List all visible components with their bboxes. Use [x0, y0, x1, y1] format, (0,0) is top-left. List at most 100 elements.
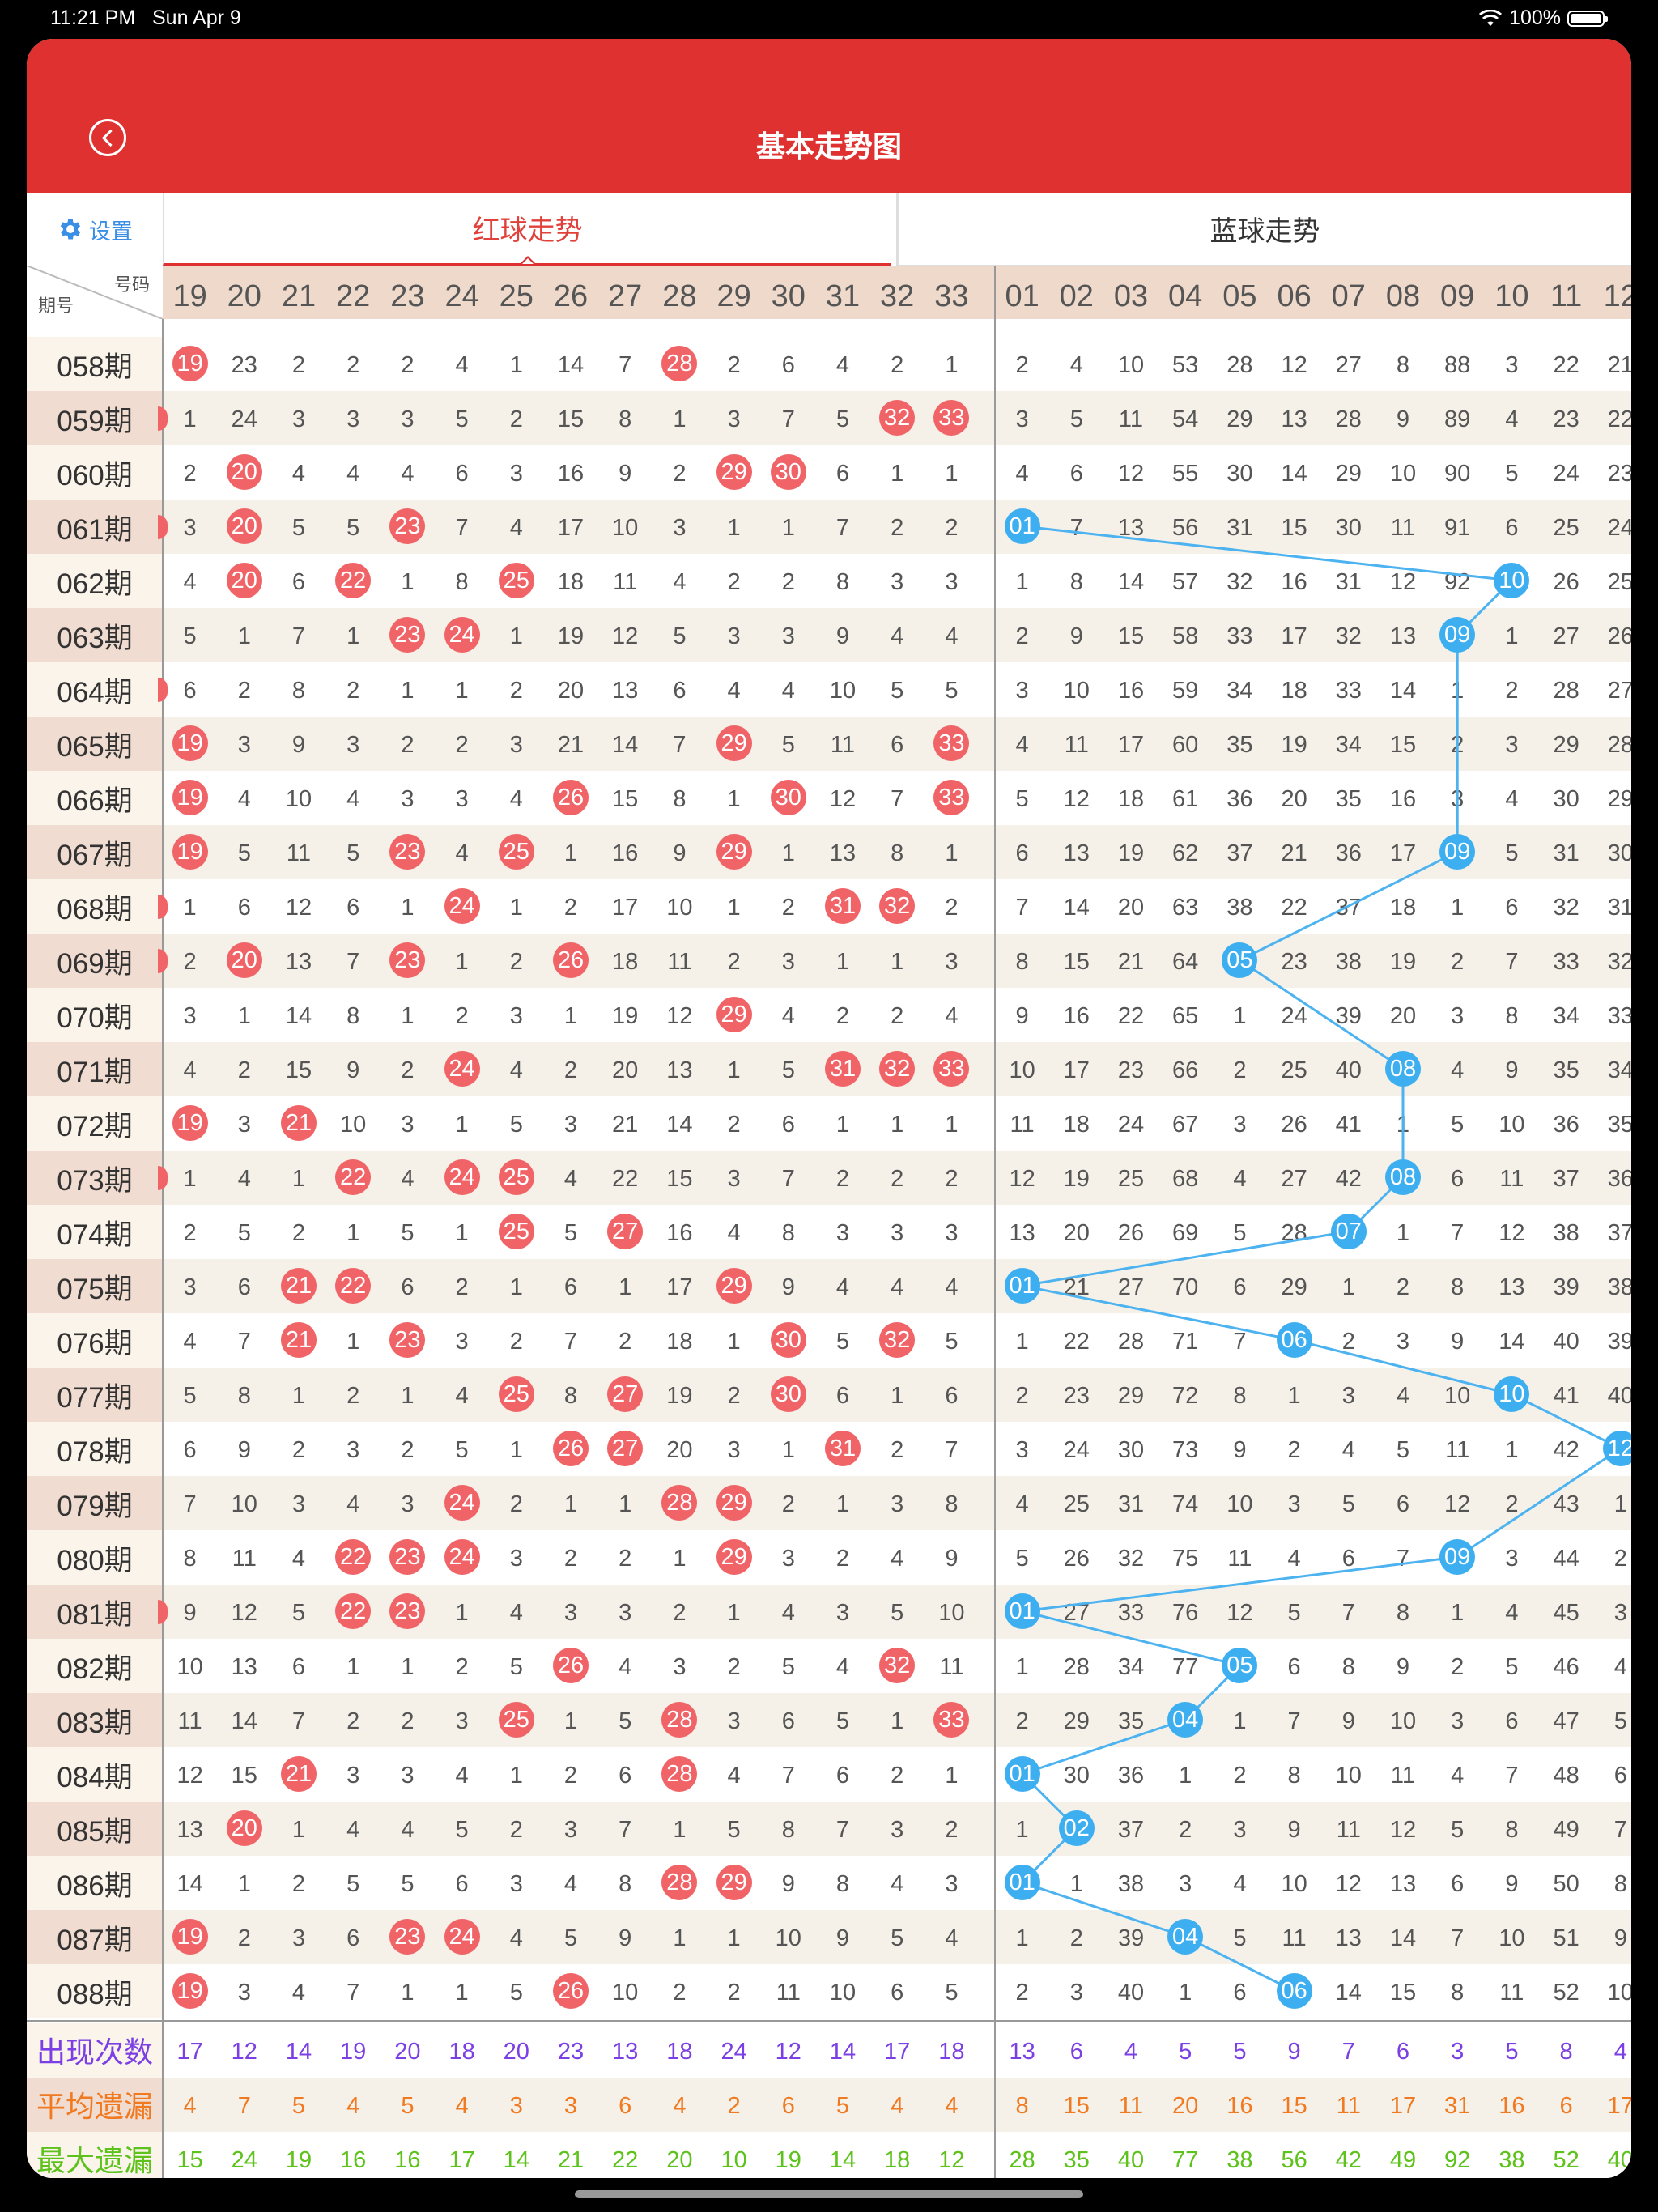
tab-blue-ball-trend[interactable]: 蓝球走势 [896, 193, 1631, 266]
header-red-25: 25 [499, 279, 534, 313]
miss-count: 2 [727, 949, 741, 975]
miss-count: 9 [781, 1274, 795, 1300]
miss-count: 1 [835, 1112, 850, 1138]
miss-count: 10 [666, 895, 693, 921]
miss-count: 4 [401, 461, 414, 487]
settings-button[interactable]: 设置 [27, 193, 163, 266]
miss-count: 12 [1389, 569, 1417, 595]
miss-count: 2 [781, 569, 795, 595]
miss-count: 13 [1063, 840, 1090, 866]
miss-count: 3 [346, 732, 360, 758]
miss-count: 3 [781, 949, 795, 975]
miss-count: 6 [835, 461, 850, 487]
miss-count: 24 [1607, 515, 1631, 541]
miss-count: 23 [1281, 949, 1307, 975]
red-ball: 29 [716, 834, 752, 870]
red-ball: 28 [661, 1865, 698, 1900]
red-ball: 25 [498, 1376, 534, 1412]
miss-count: 7 [891, 786, 904, 812]
miss-count: 30 [1226, 461, 1253, 487]
miss-count: 23 [1607, 461, 1631, 487]
miss-count: 14 [1389, 678, 1417, 704]
header-blue-05: 05 [1222, 279, 1257, 313]
trend-line-segment [1294, 1338, 1512, 1396]
red-ball: 28 [661, 346, 698, 381]
miss-count: 6 [1505, 895, 1519, 921]
miss-count: 4 [563, 1166, 578, 1192]
partial-ball-edge [158, 678, 168, 702]
table-row: 074期 2 5 2 1 5 1 25 5 27 16 4 8 3 3 3 13 20 26 69 5 28 07 1 7 12 3… [27, 1205, 1631, 1259]
header-red-31: 31 [825, 279, 861, 313]
miss-count: 53 [1172, 352, 1199, 378]
miss-count: 3 [835, 1220, 850, 1246]
miss-count: 65 [1172, 1003, 1199, 1029]
miss-count: 10 [285, 786, 312, 812]
miss-count: 71 [1172, 1329, 1199, 1355]
corner-number-label: 号码 [113, 274, 150, 295]
period-cell: 070期 [27, 988, 163, 1042]
red-ball: 25 [498, 1702, 534, 1738]
header-red-27: 27 [608, 279, 643, 313]
miss-count: 33 [1607, 1003, 1631, 1029]
miss-count: 7 [1451, 1220, 1465, 1246]
back-button[interactable] [89, 119, 126, 156]
miss-count: 17 [1117, 732, 1145, 758]
miss-count: 10 [829, 678, 857, 704]
blue-ball: 04 [1167, 1702, 1204, 1738]
trend-grid[interactable]: 058期 19 23 2 2 2 4 1 14 7 28 2 6 4 2 1 2 4 10 53 28 12 27 8 88 3 2… [27, 319, 1631, 2178]
miss-count: 10 [612, 515, 639, 541]
red-ball: 30 [770, 454, 806, 490]
miss-count: 39 [1335, 1003, 1362, 1029]
miss-count: 6 [237, 895, 251, 921]
miss-count: 91 [1444, 515, 1471, 541]
miss-count: 1 [401, 678, 414, 704]
status-clock: 11:21 PM [50, 6, 136, 29]
red-ball: 23 [389, 834, 426, 870]
period-cell: 062期 [27, 554, 163, 608]
table-row: 060期 2 20 4 4 4 6 3 16 9 2 29 30 6 1 1 4 6 12 55 30 14 29 10 90 5… [27, 445, 1631, 500]
blue-ball: 01 [1004, 1865, 1040, 1900]
header-red-22: 22 [336, 279, 371, 313]
miss-count: 2 [1341, 1329, 1355, 1355]
red-ball: 22 [335, 1159, 372, 1195]
miss-count: 1 [727, 786, 741, 812]
miss-count: 4 [346, 461, 360, 487]
miss-count: 2 [563, 895, 578, 921]
miss-count: 61 [1172, 786, 1199, 812]
period-cell: 068期 [27, 879, 163, 934]
miss-count: 1 [509, 895, 523, 921]
miss-count: 18 [1281, 678, 1307, 704]
table-row: 075期 3 6 21 22 6 2 1 6 1 17 29 9 4 4 4 01 21 27 70 6 29 1 2 8 13 3… [27, 1259, 1631, 1313]
miss-count: 4 [455, 840, 469, 866]
blue-ball: 01 [1004, 1593, 1040, 1629]
miss-count: 10 [340, 1112, 367, 1138]
miss-count: 32 [1553, 895, 1579, 921]
miss-count: 2 [1451, 949, 1465, 975]
miss-count: 7 [781, 406, 795, 432]
miss-count: 70 [1172, 1274, 1199, 1300]
miss-count: 1 [727, 1329, 741, 1355]
miss-count: 4 [455, 1383, 469, 1409]
miss-count: 22 [1281, 895, 1307, 921]
miss-count: 5 [781, 732, 795, 758]
home-indicator[interactable] [575, 2190, 1083, 2198]
miss-count: 15 [1063, 949, 1090, 975]
miss-count: 13 [285, 949, 312, 975]
miss-count: 30 [1607, 840, 1631, 866]
miss-count: 8 [1015, 949, 1029, 975]
miss-count: 12 [1063, 786, 1090, 812]
miss-count: 17 [1281, 623, 1307, 649]
miss-count: 14 [1063, 895, 1090, 921]
miss-count: 33 [1335, 678, 1362, 704]
tab-red-ball-trend[interactable]: 红球走势 [163, 193, 891, 266]
miss-count: 31 [1226, 515, 1253, 541]
miss-count: 37 [1335, 895, 1362, 921]
miss-count: 29 [1335, 461, 1362, 487]
miss-count: 16 [612, 840, 639, 866]
miss-count: 1 [1396, 1220, 1410, 1246]
miss-count: 4 [673, 569, 687, 595]
miss-count: 35 [1607, 1112, 1631, 1138]
trend-line-segment [1022, 1284, 1295, 1342]
miss-count: 12 [1117, 461, 1145, 487]
table-row: 077期 5 8 1 2 1 4 25 8 27 19 2 30 6 1 6 2 23 29 72 8 1 3 4 10 10 41… [27, 1368, 1631, 1422]
